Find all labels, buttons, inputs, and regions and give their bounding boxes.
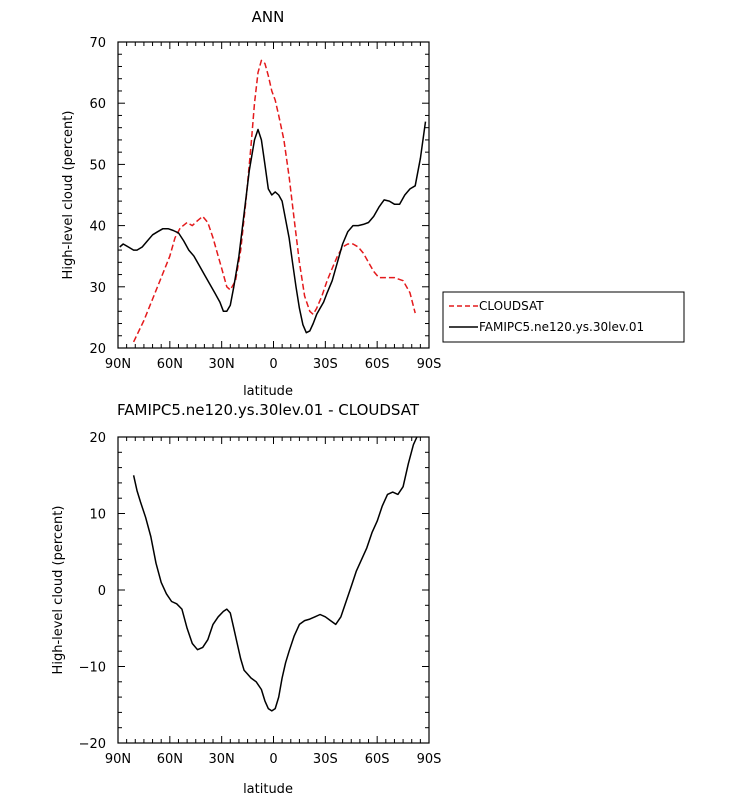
y-tick-label: 50: [89, 158, 106, 173]
series-bottom: [132, 436, 418, 712]
x-tick-label: 90S: [417, 752, 442, 767]
legend-label-famipc5: FAMIPC5.ne120.ys.30lev.01: [479, 320, 644, 334]
tick-labels-bottom: 90N 60N 30N 0 30S 60S 90S −20 −10 0 10 20: [79, 431, 442, 767]
ticks-top: [117, 41, 430, 349]
x-tick-label: 30N: [209, 752, 235, 767]
y-axis-label-top: High-level cloud (percent): [61, 111, 76, 280]
x-tick-label: 90N: [105, 752, 131, 767]
y-tick-label: 0: [98, 584, 106, 599]
y-tick-label: 40: [89, 220, 106, 235]
plot-frame-top: [117, 41, 430, 349]
x-tick-label: 60N: [157, 752, 183, 767]
chart-title-bottom: FAMIPC5.ne120.ys.30lev.01 - CLOUDSAT: [117, 401, 420, 419]
y-tick-label: 20: [89, 431, 106, 446]
x-tick-label: 90N: [105, 357, 131, 372]
x-axis-label-top: latitude: [243, 384, 293, 399]
tick-labels-top: 90N 60N 30N 0 30S 60S 90S 20 30 40 50 60 70: [89, 36, 441, 372]
series-line-famipc5: [119, 121, 427, 334]
y-tick-label: 70: [89, 36, 106, 51]
series-top: [119, 59, 427, 343]
x-tick-label: 30N: [209, 357, 235, 372]
series-line-difference: [132, 436, 418, 712]
plot-frame-bottom: [117, 436, 430, 744]
y-tick-label: 60: [89, 97, 106, 112]
legend-label-cloudsat: CLOUDSAT: [479, 299, 544, 313]
x-tick-label: 60S: [365, 357, 390, 372]
x-tick-label: 30S: [313, 752, 338, 767]
x-tick-label: 60N: [157, 357, 183, 372]
x-tick-label: 90S: [417, 357, 442, 372]
x-tick-label: 60S: [365, 752, 390, 767]
y-tick-label: 10: [89, 508, 106, 523]
legend: CLOUDSAT FAMIPC5.ne120.ys.30lev.01: [442, 291, 685, 343]
chart-title-top: ANN: [252, 8, 285, 26]
y-tick-label: 20: [89, 342, 106, 357]
x-tick-label: 0: [269, 357, 277, 372]
y-tick-label: −10: [79, 661, 106, 676]
y-tick-label: −20: [79, 737, 106, 752]
x-tick-label: 30S: [313, 357, 338, 372]
legend-box: [442, 291, 685, 343]
panel-top: ANN 90N 60N 30N 0 30S 60S 90S 20 30 40 50 60 70 lati…: [61, 8, 685, 399]
x-tick-label: 0: [269, 752, 277, 767]
y-tick-label: 30: [89, 281, 106, 296]
y-axis-label-bottom: High-level cloud (percent): [51, 506, 66, 675]
x-axis-label-bottom: latitude: [243, 782, 293, 797]
series-line-cloudsat: [132, 59, 416, 343]
panel-bottom: FAMIPC5.ne120.ys.30lev.01 - CLOUDSAT 90N…: [51, 401, 441, 797]
